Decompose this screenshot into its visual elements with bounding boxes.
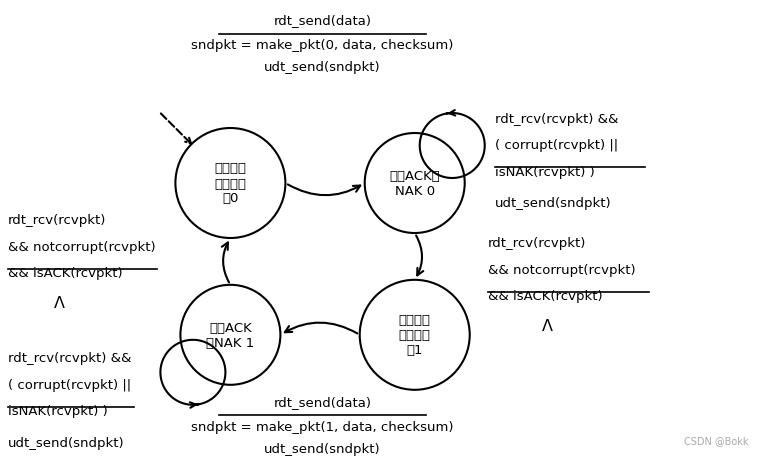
- Text: isNAK(rcvpkt) ): isNAK(rcvpkt) ): [8, 404, 108, 417]
- Text: ( corrupt(rcvpkt) ||: ( corrupt(rcvpkt) ||: [495, 139, 618, 152]
- Text: CSDN @Bokk: CSDN @Bokk: [684, 435, 749, 445]
- Text: rdt_rcv(rcvpkt): rdt_rcv(rcvpkt): [488, 236, 586, 249]
- Text: && isACK(rcvpkt): && isACK(rcvpkt): [488, 290, 602, 302]
- Text: sndpkt = make_pkt(0, data, checksum): sndpkt = make_pkt(0, data, checksum): [191, 39, 454, 52]
- Text: udt_send(sndpkt): udt_send(sndpkt): [495, 197, 612, 210]
- Text: rdt_send(data): rdt_send(data): [273, 14, 372, 27]
- FancyArrowPatch shape: [288, 185, 360, 196]
- Text: udt_send(sndpkt): udt_send(sndpkt): [8, 436, 124, 448]
- FancyArrowPatch shape: [416, 236, 423, 276]
- FancyArrowPatch shape: [222, 243, 229, 283]
- Text: 等待来自
上层的调
用1: 等待来自 上层的调 用1: [399, 313, 431, 357]
- Text: && notcorrupt(rcvpkt): && notcorrupt(rcvpkt): [8, 240, 155, 253]
- Text: udt_send(sndpkt): udt_send(sndpkt): [264, 442, 381, 454]
- Text: udt_send(sndpkt): udt_send(sndpkt): [264, 61, 381, 73]
- Text: && notcorrupt(rcvpkt): && notcorrupt(rcvpkt): [488, 263, 635, 276]
- FancyArrowPatch shape: [285, 323, 357, 334]
- Text: Λ: Λ: [54, 296, 65, 311]
- Text: ( corrupt(rcvpkt) ||: ( corrupt(rcvpkt) ||: [8, 378, 131, 391]
- Text: sndpkt = make_pkt(1, data, checksum): sndpkt = make_pkt(1, data, checksum): [191, 420, 454, 433]
- Text: rdt_rcv(rcvpkt) &&: rdt_rcv(rcvpkt) &&: [8, 351, 131, 364]
- Text: isNAK(rcvpkt) ): isNAK(rcvpkt) ): [495, 166, 595, 179]
- Text: Λ: Λ: [541, 319, 552, 334]
- Text: rdt_rcv(rcvpkt): rdt_rcv(rcvpkt): [8, 213, 106, 226]
- Text: rdt_rcv(rcvpkt) &&: rdt_rcv(rcvpkt) &&: [495, 112, 619, 125]
- Text: 等待来自
上层的调
用0: 等待来自 上层的调 用0: [214, 162, 247, 205]
- Text: && isACK(rcvpkt): && isACK(rcvpkt): [8, 267, 122, 280]
- Text: 等待ACK或
NAK 0: 等待ACK或 NAK 0: [389, 170, 440, 197]
- Text: 等待ACK
或NAK 1: 等待ACK 或NAK 1: [207, 321, 254, 349]
- Text: rdt_send(data): rdt_send(data): [273, 395, 372, 408]
